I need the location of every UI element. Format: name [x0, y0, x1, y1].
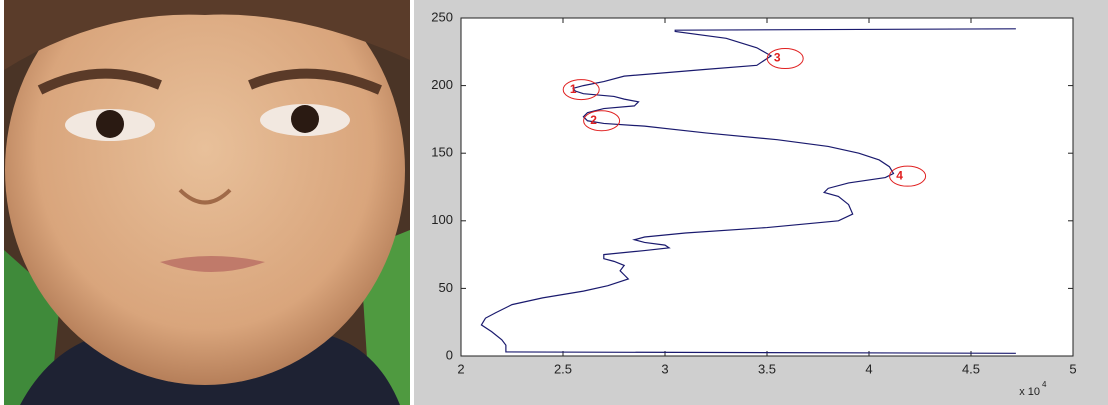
plot-area — [461, 18, 1073, 356]
annotation-label: 4 — [896, 168, 903, 182]
y-tick-label: 250 — [431, 9, 453, 24]
y-tick-label: 200 — [431, 77, 453, 92]
annotation-label: 3 — [774, 51, 781, 65]
photo — [4, 0, 410, 405]
x-scale-exponent: 4 — [1042, 380, 1047, 389]
x-tick-label: 5 — [1069, 361, 1076, 376]
x-tick-label: 2 — [457, 361, 464, 376]
y-tick-label: 50 — [439, 280, 453, 295]
page: x 10 4 05010015020025022.533.544.551234 … — [0, 0, 1108, 405]
y-tick-label: 0 — [446, 347, 453, 362]
x-tick-label: 4 — [865, 361, 872, 376]
iris — [291, 105, 319, 133]
x-tick-label: 3 — [661, 361, 668, 376]
y-tick-label: 100 — [431, 212, 453, 227]
x-tick-label: 3.5 — [758, 361, 776, 376]
y-tick-label: 150 — [431, 145, 453, 160]
x-tick-label: 4.5 — [962, 361, 980, 376]
iris — [96, 110, 124, 138]
figure: x 10 4 0 50 100 150 200 250 2 2.5 3 3.5 4 4.5 5 1 2 3 4 — [0, 0, 1108, 405]
x-scale-label: x 10 — [1019, 386, 1040, 398]
annotation-label: 2 — [590, 113, 597, 127]
annotation-label: 1 — [570, 82, 577, 96]
x-tick-label: 2.5 — [554, 361, 572, 376]
